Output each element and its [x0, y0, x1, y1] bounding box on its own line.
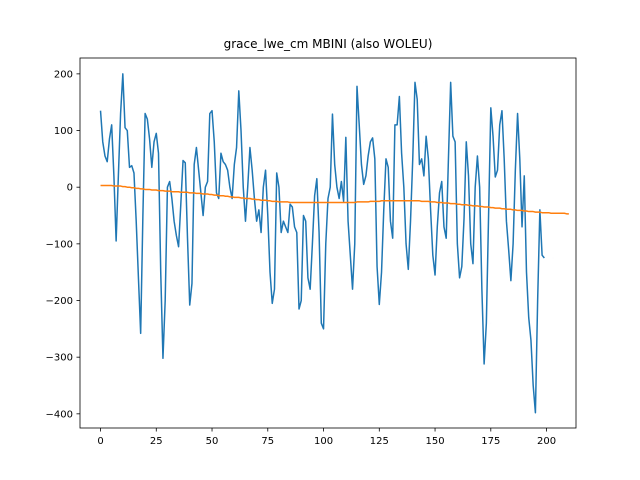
data-point — [289, 203, 291, 205]
series-line-1 — [100, 184, 569, 215]
data-point — [122, 73, 124, 75]
data-point — [445, 237, 447, 239]
x-tick-label: 200 — [537, 436, 556, 447]
data-point — [256, 232, 258, 234]
data-point — [468, 277, 470, 279]
data-point — [367, 137, 369, 139]
data-point — [390, 158, 392, 160]
data-point — [100, 110, 102, 112]
x-tick-label: 75 — [261, 436, 274, 447]
data-point — [334, 164, 336, 166]
x-tick-label: 50 — [206, 436, 219, 447]
y-tick-label: −400 — [46, 409, 73, 420]
x-tick-label: 175 — [481, 436, 500, 447]
data-point — [133, 172, 135, 174]
data-point — [144, 113, 146, 115]
data-point — [535, 412, 537, 414]
data-point — [552, 257, 554, 259]
y-tick-label: 200 — [54, 69, 73, 80]
data-point — [412, 158, 414, 160]
data-point — [234, 90, 236, 92]
data-point — [356, 86, 358, 88]
data-point — [155, 133, 157, 135]
data-point — [523, 175, 525, 177]
plot-frame — [79, 57, 577, 429]
data-point — [512, 280, 514, 282]
x-axis: 0 25 50 75 100 125 150 175 200 — [97, 428, 556, 447]
data-point — [378, 209, 380, 211]
x-tick-label: 100 — [314, 436, 333, 447]
data-point — [245, 147, 247, 149]
data-point — [200, 192, 202, 194]
y-tick-label: 100 — [54, 126, 73, 137]
plot-area: 0 25 50 75 100 125 150 175 200 −400 −300 −200 −100 0… — [46, 57, 577, 447]
data-point — [546, 209, 548, 211]
data-point — [211, 113, 213, 115]
data-point — [111, 124, 113, 126]
data-point — [501, 110, 503, 112]
data-point — [423, 82, 425, 84]
data-point — [479, 155, 481, 157]
data-point — [222, 161, 224, 163]
data-point — [345, 137, 347, 139]
y-tick-label: 0 — [67, 183, 73, 194]
y-axis: −400 −300 −200 −100 0 100 200 — [46, 69, 80, 420]
x-tick-label: 0 — [97, 436, 103, 447]
x-tick-label: 25 — [150, 436, 163, 447]
series-layer — [99, 73, 569, 414]
data-point — [401, 124, 403, 126]
data-point — [434, 274, 436, 276]
data-point — [189, 304, 191, 306]
data-point — [312, 243, 314, 245]
y-tick-label: −300 — [46, 353, 73, 364]
chart-title: grace_lwe_cm MBINI (also WOLEU) — [224, 37, 433, 51]
data-point — [457, 135, 459, 137]
data-point — [278, 220, 280, 222]
data-point — [490, 322, 492, 324]
x-tick-label: 150 — [426, 436, 445, 447]
data-point — [323, 322, 325, 324]
data-point — [267, 303, 269, 305]
x-tick-label: 125 — [370, 436, 389, 447]
y-tick-label: −200 — [46, 296, 73, 307]
y-tick-label: −100 — [46, 239, 73, 250]
data-point — [167, 300, 169, 302]
series-line-0 — [99, 73, 545, 414]
data-point — [178, 246, 180, 248]
data-point — [300, 300, 302, 302]
